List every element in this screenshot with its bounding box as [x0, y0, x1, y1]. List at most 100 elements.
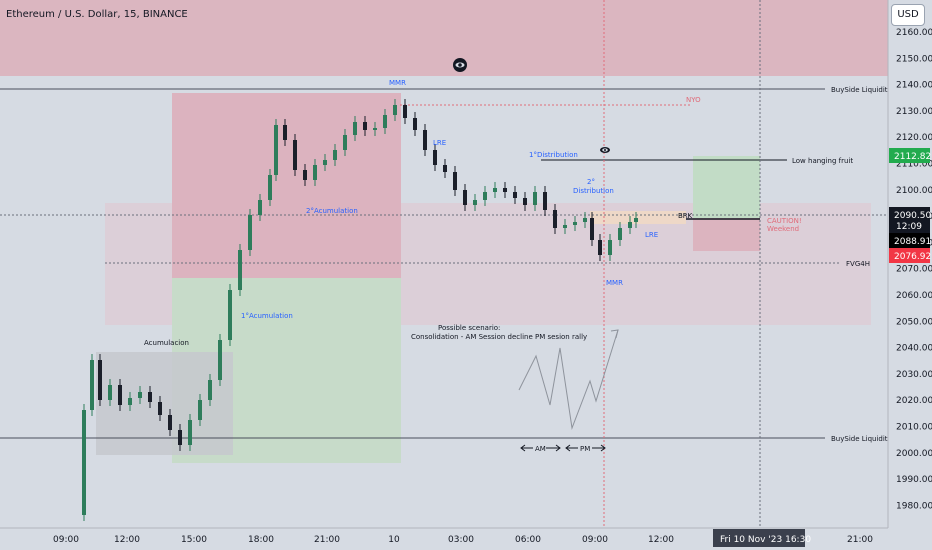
- candle-body: [553, 210, 557, 228]
- candle-body: [513, 192, 517, 198]
- candle-body: [383, 115, 387, 128]
- price-tick-label: 2110.00: [896, 160, 932, 170]
- candle-body: [618, 228, 622, 240]
- price-tick-label: 2040.00: [896, 344, 932, 354]
- eye-icon[interactable]: [600, 147, 610, 153]
- candle-body: [218, 340, 222, 380]
- candle-body: [82, 410, 86, 515]
- eye-icon[interactable]: [453, 58, 467, 72]
- accumulation-2-label: 2°Acumulation: [306, 207, 358, 215]
- price-tick-label: 2070.00: [896, 265, 932, 275]
- price-tick-label: 2050.00: [896, 317, 932, 327]
- price-tick-label: 2140.00: [896, 81, 932, 91]
- green-price-tag: 2112.82: [889, 148, 931, 163]
- scenario-description: Consolidation - AM Session decline PM se…: [411, 333, 587, 341]
- price-axis[interactable]: [888, 0, 932, 550]
- price-tick-label: 2010.00: [896, 423, 932, 433]
- candle-body: [590, 218, 594, 240]
- candle-body: [303, 170, 307, 180]
- time-tick-label: 18:00: [248, 535, 274, 545]
- am-label: AM: [535, 445, 546, 453]
- long-target-zone: [693, 156, 760, 218]
- candle-body: [333, 150, 337, 160]
- time-axis-ticks: 09:00 12:00 15:00 18:00 21:00 10 03:00 06:00 09:…: [53, 535, 873, 545]
- price-tick-label: 2020.00: [896, 396, 932, 406]
- candle-body: [168, 415, 172, 430]
- candle-body: [393, 105, 397, 115]
- price-tick-label: 2120.00: [896, 133, 932, 143]
- candle-body: [148, 392, 152, 402]
- candle-body: [543, 192, 547, 210]
- candle-body: [353, 122, 357, 135]
- candle-body: [443, 165, 447, 172]
- candle-body: [363, 122, 367, 130]
- candle-body: [503, 188, 507, 192]
- price-tick-label: 2030.00: [896, 370, 932, 380]
- candle-body: [573, 222, 577, 225]
- current-price-label: 2090.50: [894, 211, 931, 221]
- mmr-bottom-label: MMR: [606, 279, 623, 287]
- pm-label: PM: [580, 445, 590, 453]
- distribution-2-label-a: 2°: [587, 178, 595, 186]
- bar-countdown-label: 12:09: [896, 222, 922, 232]
- candle-body: [373, 128, 377, 130]
- candle-body: [98, 360, 102, 400]
- time-tick-label: 06:00: [515, 535, 541, 545]
- buyside-liquidity-top-label: BuySide Liquidity: [831, 86, 892, 94]
- pm-session-arrow: [565, 444, 606, 452]
- candle-body: [248, 215, 252, 250]
- candle-body: [583, 218, 587, 222]
- time-tick-label: 10: [388, 535, 400, 545]
- scenario-title: Possible scenario:: [438, 324, 500, 332]
- distribution-2-label-b: Distribution: [573, 187, 614, 195]
- price-tick-label: 1990.00: [896, 475, 932, 485]
- time-tick-label: 12:00: [648, 535, 674, 545]
- candle-body: [343, 135, 347, 150]
- buyside-liquidity-bottom-label: BuySide Liquidity: [831, 435, 892, 443]
- red-price-label: 2076.92: [894, 252, 931, 262]
- candle-body: [138, 392, 142, 398]
- distribution-zone: [172, 93, 401, 278]
- price-tick-label: 2000.00: [896, 449, 932, 459]
- chart-title: Ethereum / U.S. Dollar, 15, BINANCE: [6, 9, 188, 20]
- candle-body: [483, 192, 487, 200]
- candle-body: [433, 150, 437, 165]
- time-tick-label: 09:00: [53, 535, 79, 545]
- price-tick-label: 2150.00: [896, 54, 932, 64]
- time-tick-label: 09:00: [582, 535, 608, 545]
- price-tick-label: 2160.00: [896, 28, 932, 38]
- acumulacion-label: Acumulacion: [144, 339, 189, 347]
- low-hanging-fruit-label: Low hanging fruit: [792, 157, 853, 165]
- candle-body: [323, 160, 327, 165]
- time-tick-label: 21:00: [847, 535, 873, 545]
- candle-body: [258, 200, 262, 215]
- long-stop-zone: [693, 218, 760, 251]
- crosshair-time-label: Fri 10 Nov '23 16:30: [720, 535, 811, 545]
- red-price-tag: 2076.92: [889, 248, 931, 263]
- candle-body: [188, 420, 192, 445]
- caution-label: CAUTION!: [767, 217, 802, 225]
- weekend-label: Weekend: [767, 225, 799, 233]
- scenario-arrowhead: [610, 329, 619, 339]
- black-price-label: 2088.91: [894, 237, 931, 247]
- fvg4h-label: FVG4H: [846, 260, 870, 268]
- price-tick-label: 2100.00: [896, 186, 932, 196]
- crosshair-time-tag: [713, 529, 805, 547]
- candle-body: [523, 198, 527, 205]
- nyo-label: NYO: [686, 96, 701, 104]
- candle-body: [473, 200, 477, 205]
- time-tick-label: 15:00: [181, 535, 207, 545]
- candlestick-series: [82, 99, 638, 521]
- time-tick-label: 03:00: [448, 535, 474, 545]
- candle-body: [158, 402, 162, 415]
- lre-label-2: LRE: [645, 231, 658, 239]
- candle-body: [563, 225, 567, 228]
- candle-body: [598, 240, 602, 255]
- brk-zone: [590, 211, 686, 224]
- am-session-arrow: [520, 444, 561, 452]
- time-tick-label: 12:00: [114, 535, 140, 545]
- currency-button[interactable]: USD: [891, 4, 925, 26]
- candle-body: [463, 190, 467, 205]
- time-axis[interactable]: [0, 528, 888, 550]
